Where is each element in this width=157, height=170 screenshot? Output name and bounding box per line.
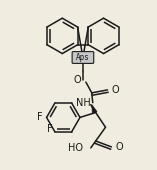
Text: O: O [115, 142, 123, 152]
Polygon shape [92, 105, 97, 113]
Text: F: F [47, 124, 53, 134]
Text: HO: HO [68, 143, 83, 153]
Text: O: O [111, 85, 119, 95]
Text: Aps: Aps [76, 53, 90, 62]
Text: NH: NH [76, 98, 90, 108]
FancyBboxPatch shape [72, 52, 94, 63]
Text: O: O [73, 75, 81, 85]
Text: F: F [37, 112, 43, 122]
